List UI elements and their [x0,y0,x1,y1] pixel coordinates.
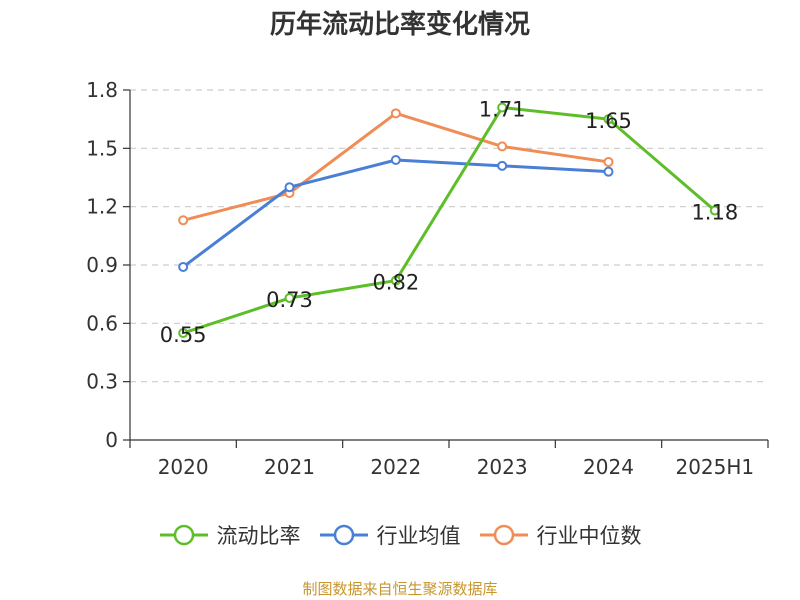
legend-label: 流动比率 [216,524,301,548]
series-line-0 [182,106,716,335]
x-tick-label: 2024 [583,455,634,479]
x-tick-label: 2022 [370,455,421,479]
legend-swatch-icon [319,524,368,546]
data-point [178,261,189,272]
x-tick-label: 2023 [477,455,528,479]
data-label: 1.65 [585,109,632,133]
data-label: 1.71 [479,98,526,122]
legend-swatch-icon [159,524,208,546]
data-point [284,182,295,193]
data-label: 1.18 [691,201,738,225]
y-tick-label: 0.9 [86,253,118,277]
data-point [603,114,614,125]
legend-label: 行业均值 [376,524,461,548]
data-point [603,156,614,167]
y-tick-label: 1.8 [86,78,118,102]
data-point [603,166,614,177]
chart-title: 历年流动比率变化情况 [269,10,530,40]
legend-item[interactable]: 行业中位数 [479,520,642,550]
legend-label: 行业中位数 [536,524,642,548]
data-point [178,328,189,339]
y-tick-label: 1.2 [86,195,118,219]
legend-item[interactable]: 行业均值 [319,520,461,550]
data-point [497,102,508,113]
y-tick-label: 0.3 [86,370,118,394]
data-point [178,215,189,226]
data-point [284,293,295,304]
legend-item[interactable]: 流动比率 [159,520,301,550]
data-label: 0.73 [266,288,313,312]
chart-legend: 流动比率 行业均值 行业中位数 [0,520,800,550]
y-tick-label: 1.5 [86,136,118,160]
data-point [497,141,508,152]
y-tick-label: 0.6 [86,311,118,335]
legend-swatch-icon [479,524,528,546]
y-tick-label: 0 [105,428,118,452]
data-point [709,205,720,216]
series-line-1 [182,158,609,269]
data-point [390,155,401,165]
data-label: 0.55 [160,323,207,347]
data-point [390,108,401,119]
x-tick-label: 2020 [158,455,209,479]
x-tick-label: 2025H1 [675,455,754,479]
data-point [390,275,401,286]
data-label: 0.82 [372,271,419,295]
x-tick-label: 2021 [264,455,315,479]
data-point [497,160,508,171]
source-note: 制图数据来自恒生聚源数据库 [302,580,498,598]
